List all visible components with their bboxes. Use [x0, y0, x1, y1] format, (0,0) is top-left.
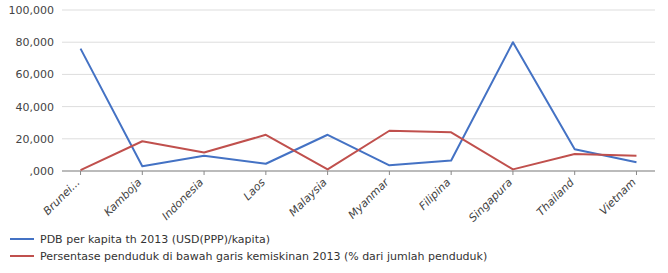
y-tick-label: ,000	[30, 165, 55, 178]
grid-line	[62, 171, 655, 172]
chart-svg: ,000 20,000 40,000 60,000 80,000 100,000 Brune…	[0, 0, 668, 273]
grid-line	[62, 42, 655, 43]
grid-line	[62, 138, 655, 139]
x-tick-label: Laos	[241, 176, 268, 203]
y-tick-label: 100,000	[9, 4, 55, 17]
x-tick-label: Thailand	[534, 175, 577, 218]
x-tick	[204, 171, 205, 175]
series-line	[81, 42, 637, 166]
y-tick-label: 60,000	[16, 68, 55, 81]
grid	[62, 10, 655, 171]
chart-container: ,000 20,000 40,000 60,000 80,000 100,000 Brune…	[0, 0, 668, 273]
grid-line	[62, 74, 655, 75]
x-tick	[636, 171, 637, 175]
y-tick-label: 40,000	[16, 101, 55, 114]
x-tick	[80, 171, 81, 175]
x-tick-label: Singapura	[466, 176, 515, 225]
x-tick	[574, 171, 575, 175]
legend: PDB per kapita th 2013 (USD(PPP)/kapita)…	[10, 233, 487, 263]
grid-line	[62, 10, 655, 11]
legend-swatch	[10, 255, 34, 257]
legend-swatch	[10, 238, 34, 240]
y-axis: ,000 20,000 40,000 60,000 80,000 100,000	[9, 4, 55, 178]
x-tick	[389, 171, 390, 175]
x-tick	[451, 171, 452, 175]
legend-label: Persentase penduduk di bawah garis kemis…	[40, 250, 487, 263]
x-tick-label: Indonesia	[159, 176, 206, 223]
x-tick-label: Brunei...	[41, 176, 83, 218]
x-axis: Brunei... Kamboja Indonesia Laos Malaysia Mya…	[41, 171, 655, 225]
x-tick-label: Filipina	[416, 176, 453, 213]
grid-line	[62, 106, 655, 107]
x-tick-label: Kamboja	[101, 176, 144, 219]
y-tick-label: 80,000	[16, 36, 55, 49]
x-tick	[265, 171, 266, 175]
x-tick	[512, 171, 513, 175]
y-tick-label: 20,000	[16, 133, 55, 146]
x-tick	[327, 171, 328, 175]
series-line	[81, 131, 637, 170]
x-axis-line	[62, 171, 655, 172]
legend-label: PDB per kapita th 2013 (USD(PPP)/kapita)	[40, 233, 270, 246]
x-tick	[142, 171, 143, 175]
x-tick-label: Malaysia	[287, 176, 330, 219]
series-lines	[81, 42, 637, 170]
x-tick-label: Vietnam	[597, 176, 639, 218]
x-tick-label: Myanmar	[346, 175, 393, 222]
